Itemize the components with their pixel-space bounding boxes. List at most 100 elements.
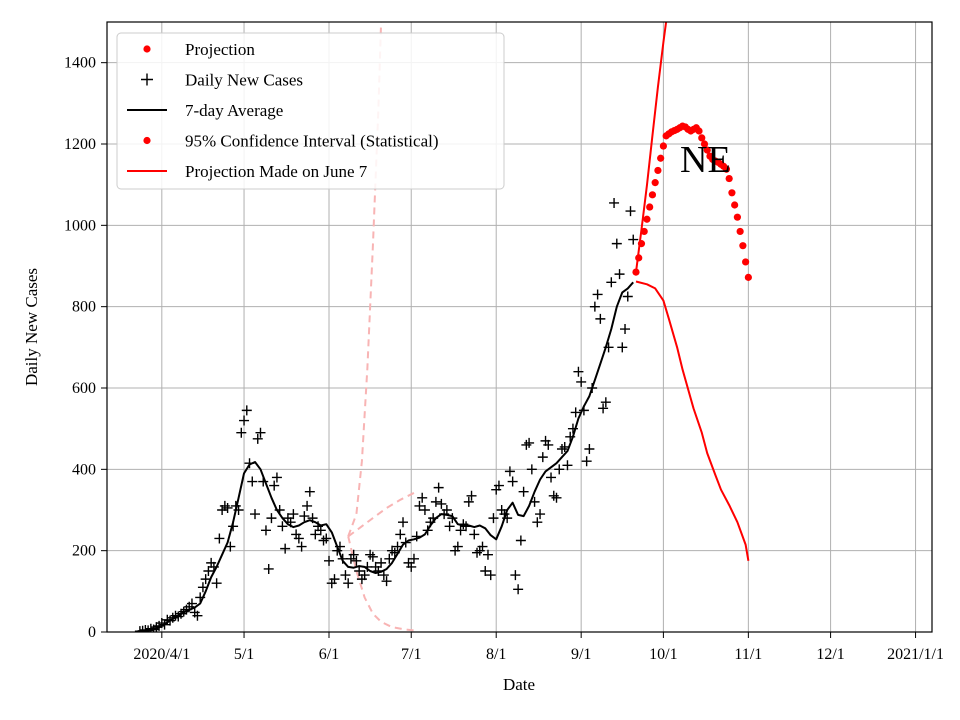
daily-case-marker <box>296 541 307 552</box>
daily-case-marker <box>504 466 515 477</box>
daily-case-marker <box>343 578 354 589</box>
legend: Projection Daily New Cases 7-day Average 95… <box>116 32 505 190</box>
daily-case-marker <box>466 490 477 501</box>
daily-case-marker <box>551 492 562 503</box>
daily-case-marker <box>581 456 592 467</box>
daily-case-marker <box>299 511 310 522</box>
daily-case-marker <box>310 529 321 540</box>
daily-case-marker <box>485 570 496 581</box>
region-annotation: NE <box>680 139 731 181</box>
daily-case-marker <box>263 563 274 574</box>
daily-case-marker <box>351 555 362 566</box>
series-layer <box>134 22 752 632</box>
daily-case-marker <box>609 197 620 208</box>
daily-case-marker <box>611 238 622 249</box>
projection-point <box>728 189 736 197</box>
daily-case-marker <box>395 529 406 540</box>
daily-case-marker <box>515 535 526 546</box>
projection-line <box>635 280 750 561</box>
daily-case-marker <box>252 433 263 444</box>
daily-case-marker <box>589 301 600 312</box>
daily-case-marker <box>524 437 535 448</box>
daily-case-marker <box>452 541 463 552</box>
projection-point <box>695 127 703 135</box>
projection-point <box>654 166 662 175</box>
daily-case-marker <box>406 561 417 572</box>
daily-case-marker <box>239 415 250 426</box>
daily-case-marker <box>381 576 392 587</box>
daily-case-marker <box>354 566 365 576</box>
projection-point <box>725 174 733 183</box>
daily-case-marker <box>241 405 252 416</box>
x-tick-label: 9/1 <box>571 646 591 663</box>
legend-label: 7-day Average <box>185 101 283 120</box>
daily-case-marker <box>576 376 587 387</box>
daily-case-marker <box>419 505 430 515</box>
daily-case-marker <box>546 472 557 483</box>
daily-case-marker <box>617 342 628 353</box>
ci-band-lines <box>347 22 415 632</box>
daily-case-marker <box>329 574 340 585</box>
daily-case-marker <box>433 482 444 493</box>
projection-point <box>632 268 640 276</box>
x-tick-label: 5/1 <box>234 646 254 663</box>
daily-case-marker <box>614 269 625 280</box>
daily-case-marker <box>543 439 554 450</box>
daily-case-marker <box>598 403 609 414</box>
daily-case-marker <box>348 549 359 560</box>
daily-case-marker <box>447 513 458 524</box>
projection-point <box>722 165 731 173</box>
daily-case-marker <box>255 427 266 438</box>
daily-case-marker <box>554 464 565 475</box>
daily-case-marker <box>260 525 271 536</box>
y-tick-label: 200 <box>72 543 96 560</box>
daily-case-marker <box>600 397 611 408</box>
daily-case-marker <box>222 502 233 513</box>
daily-case-marker <box>266 513 277 524</box>
daily-case-marker <box>628 234 639 245</box>
daily-case-marker <box>521 439 532 450</box>
daily-case-marker <box>378 570 389 581</box>
x-tick-label: 2020/4/1 <box>133 646 190 663</box>
daily-case-marker <box>250 509 261 520</box>
daily-case-marker <box>510 570 521 581</box>
daily-case-marker <box>436 498 447 509</box>
ci-band-line <box>347 536 415 632</box>
daily-case-marker <box>622 291 633 302</box>
daily-case-marker <box>365 549 376 560</box>
daily-case-marker <box>211 578 222 589</box>
daily-case-marker <box>236 427 247 438</box>
daily-case-marker <box>340 570 351 581</box>
daily-case-marker <box>430 496 441 507</box>
legend-label: Daily New Cases <box>185 71 303 90</box>
x-tick-label: 12/1 <box>816 646 844 663</box>
daily-case-marker <box>315 525 326 536</box>
seven-day-average-line <box>139 281 634 632</box>
projection-point <box>742 258 750 266</box>
projection-point <box>736 227 744 236</box>
legend-label: 95% Confidence Interval (Statistical) <box>185 132 439 151</box>
daily-case-marker <box>584 444 595 454</box>
daily-case-marker <box>321 533 332 544</box>
daily-case-marker <box>620 324 631 335</box>
daily-case-marker <box>200 574 211 585</box>
y-tick-label: 0 <box>88 624 96 641</box>
daily-case-marker <box>548 490 559 501</box>
daily-case-marker <box>359 570 370 581</box>
x-tick-label: 10/1 <box>649 646 677 663</box>
legend-dot-marker <box>143 136 151 145</box>
projection-point <box>643 215 651 223</box>
legend-dot-marker <box>143 45 151 53</box>
legend-label: Projection <box>185 40 255 59</box>
daily-case-marker <box>398 517 409 528</box>
daily-case-marker <box>507 476 518 487</box>
projection-point <box>744 273 752 281</box>
daily-case-marker <box>186 598 197 609</box>
daily-case-marker <box>455 525 466 536</box>
ci-band-line <box>347 492 415 538</box>
daily-case-marker <box>304 486 315 497</box>
daily-case-marker <box>444 521 455 532</box>
projection-point <box>698 134 706 142</box>
daily-case-marker <box>592 289 603 300</box>
